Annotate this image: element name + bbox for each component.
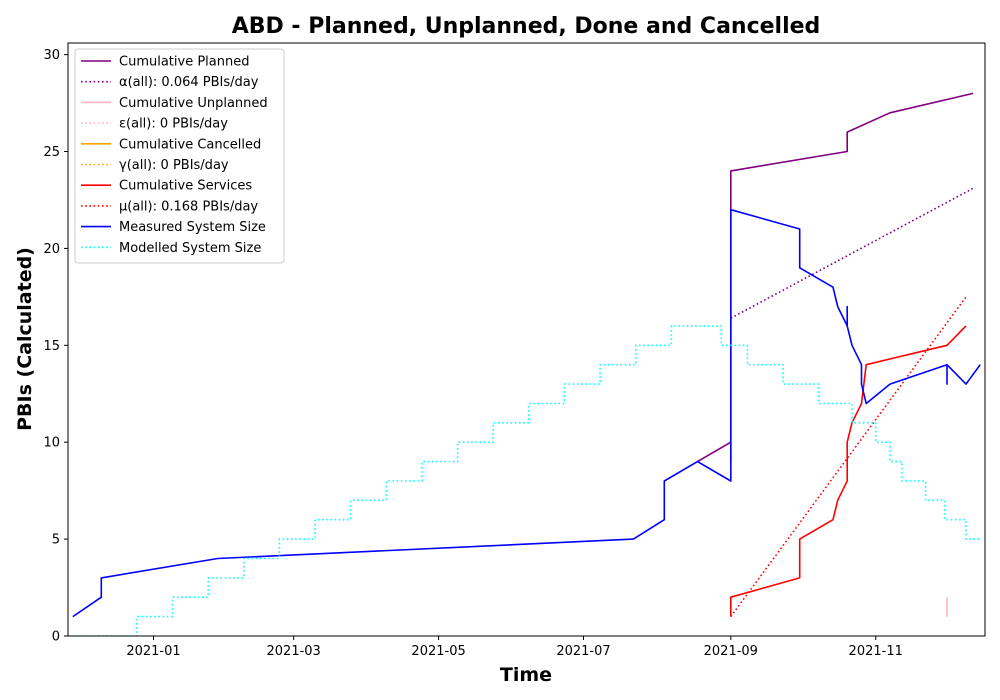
y-tick-label-0: 0 (52, 630, 60, 645)
legend-label-6: Cumulative Services (119, 179, 252, 194)
legend-label-5: γ(all): 0 PBIs/day (119, 158, 229, 173)
y-tick-label-1: 5 (52, 533, 60, 548)
plot-area: 0 5 10 15 20 25 30 2021-01 2021-03 2021-05 2021-07… (43, 42, 986, 659)
y-tick-label-5: 25 (43, 145, 60, 160)
legend-label-3: ε(all): 0 PBIs/day (119, 117, 228, 132)
y-tick-label-4: 20 (43, 242, 60, 257)
legend-box (74, 48, 285, 264)
legend: Cumulative Planned α(all): 0.064 PBIs/day… (74, 48, 285, 264)
y-tick-label-3: 15 (43, 339, 60, 354)
x-tick-label-1: 2021-03 (267, 644, 321, 659)
legend-label-0: Cumulative Planned (119, 55, 249, 70)
x-tick-label-0: 2021-01 (126, 644, 180, 659)
x-tick-label-2: 2021-05 (411, 644, 465, 659)
x-tick-label-4: 2021-09 (704, 644, 758, 659)
y-tick-label-6: 30 (43, 48, 60, 63)
y-axis-label: PBIs (Calculated) (14, 247, 36, 431)
series-line-6 (729, 325, 967, 617)
legend-label-9: Modelled System Size (119, 241, 261, 256)
x-axis-label: Time (500, 664, 552, 686)
legend-label-7: μ(all): 0.168 PBIs/day (119, 199, 258, 214)
chart-title: ABD - Planned, Unplanned, Done and Cance… (232, 14, 821, 39)
legend-label-2: Cumulative Unplanned (119, 96, 268, 111)
legend-label-8: Measured System Size (119, 220, 266, 235)
y-tick-label-2: 10 (43, 436, 60, 451)
series-group (72, 92, 981, 636)
legend-label-1: α(all): 0.064 PBIs/day (119, 75, 259, 90)
x-tick-label-5: 2021-11 (849, 644, 903, 659)
x-tick-label-3: 2021-07 (556, 644, 610, 659)
legend-label-4: Cumulative Cancelled (119, 137, 261, 152)
series-line-7 (730, 296, 967, 618)
plot-frame (67, 42, 986, 637)
series-line-8 (72, 208, 981, 618)
